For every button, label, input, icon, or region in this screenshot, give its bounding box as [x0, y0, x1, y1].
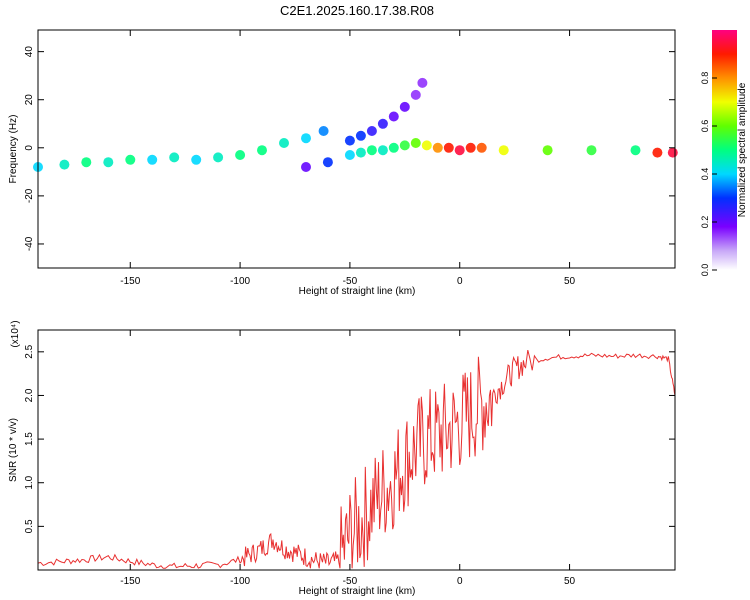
bottom-x-tick-label: 0: [457, 576, 463, 587]
top-x-tick-label: -150: [120, 276, 140, 287]
spectral-point: [191, 154, 202, 165]
spectral-point: [586, 145, 597, 156]
spectral-point: [366, 126, 377, 136]
colorbar-tick-label: 0.0: [700, 264, 710, 277]
spectral-point: [301, 162, 311, 172]
spectral-point: [322, 157, 333, 168]
top-x-ticks: -150 -100 -50 0 50: [120, 30, 576, 287]
bottom-plot-frame: [37, 329, 676, 571]
spectral-point: [59, 159, 70, 170]
top-y-tick-label: 20: [24, 94, 35, 106]
bottom-x-tick-label: -100: [230, 576, 250, 587]
colorbar-gradient: [712, 30, 737, 270]
spectral-point: [432, 142, 443, 153]
top-x-tick-label: -50: [343, 276, 358, 287]
spectral-point: [103, 157, 114, 168]
spectral-point: [355, 130, 366, 141]
spectral-point: [454, 145, 465, 156]
bottom-y-axis-label: SNR (10 * v/v): [8, 418, 19, 482]
colorbar-tick-label: 0.6: [700, 120, 710, 133]
bottom-y-tick-label: 0.5: [24, 519, 35, 533]
top-y-tick-label: 40: [24, 46, 35, 58]
spectral-point: [388, 142, 399, 153]
bottom-x-tick-label: -50: [343, 576, 358, 587]
spectral-point: [235, 150, 246, 160]
spectral-point: [388, 111, 399, 122]
bottom-y-tick-label: 2.0: [24, 388, 35, 402]
top-plot-frame: [37, 29, 676, 269]
top-panel: -150 -100 -50 0 50 -40 -20 0 20 40 Height of str…: [8, 29, 678, 297]
spectral-point: [344, 150, 355, 160]
top-y-tick-label: 0: [24, 145, 35, 151]
spectral-point: [399, 101, 410, 112]
spectral-point: [213, 152, 224, 163]
spectral-point: [377, 145, 388, 156]
spectral-point: [257, 145, 267, 156]
colorbar-tick-label: 0.8: [700, 72, 710, 85]
bottom-y-ticks: 0.5 1.0 1.5 2.0 2.5: [24, 344, 675, 533]
spectral-point: [542, 145, 553, 156]
spectral-point: [81, 157, 92, 168]
top-x-tick-label: 0: [457, 276, 463, 287]
spectral-point: [443, 142, 454, 153]
top-y-axis-label: Frequency (Hz): [8, 115, 19, 184]
spectral-point: [465, 142, 476, 153]
bottom-x-tick-label: 50: [564, 576, 576, 587]
spectrogram-marks: [33, 77, 678, 172]
spectral-point: [421, 140, 432, 151]
colorbar: 0.0 0.2 0.4 0.6 0.8 Normalized spectral ampl…: [700, 30, 748, 276]
spectral-point: [476, 142, 487, 153]
spectral-point: [652, 147, 663, 158]
spectral-point: [318, 126, 329, 136]
spectral-point: [410, 89, 421, 100]
top-y-tick-label: -40: [24, 236, 35, 251]
spectral-point: [147, 154, 158, 165]
bottom-x-tick-label: -150: [120, 576, 140, 587]
spectral-point: [366, 145, 377, 156]
spectral-point: [498, 145, 509, 156]
bottom-y-tick-label: 1.5: [24, 432, 35, 446]
top-x-axis-label: Height of straight line (km): [299, 286, 416, 297]
y-multiplier-label: (x10⁴): [10, 320, 21, 347]
spectral-point: [377, 118, 388, 129]
bottom-x-ticks: -150 -100 -50 0 50: [120, 330, 576, 587]
spectral-point: [667, 147, 678, 158]
chart-title: C2E1.2025.160.17.38.R08: [280, 3, 434, 18]
spectral-point: [630, 145, 641, 156]
bottom-panel: -150 -100 -50 0 50 0.5 1.0 1.5 2.0 2.5 Height of…: [8, 320, 676, 597]
spectral-point: [417, 77, 428, 88]
spectral-point: [125, 154, 136, 165]
spectral-point: [410, 138, 421, 148]
bottom-x-axis-label: Height of straight line (km): [299, 586, 416, 597]
colorbar-tick-label: 0.4: [700, 168, 710, 181]
spectral-point: [169, 152, 180, 163]
bottom-y-tick-label: 2.5: [24, 344, 35, 358]
colorbar-label: Normalized spectral amplitude: [737, 82, 748, 217]
bottom-y-tick-label: 1.0: [24, 475, 35, 489]
colorbar-tick-label: 0.2: [700, 216, 710, 229]
colorbar-ticks: 0.0 0.2 0.4 0.6 0.8: [700, 72, 717, 277]
spectral-point: [355, 147, 366, 158]
top-y-tick-label: -20: [24, 188, 35, 203]
spectral-point: [344, 135, 355, 146]
snr-series-line: [37, 349, 676, 569]
spectral-point: [279, 138, 289, 148]
spectral-point: [301, 133, 311, 144]
top-y-ticks: -40 -20 0 20 40: [24, 46, 675, 251]
top-x-tick-label: -100: [230, 276, 250, 287]
spectral-point: [399, 140, 410, 151]
top-x-tick-label: 50: [564, 276, 576, 287]
